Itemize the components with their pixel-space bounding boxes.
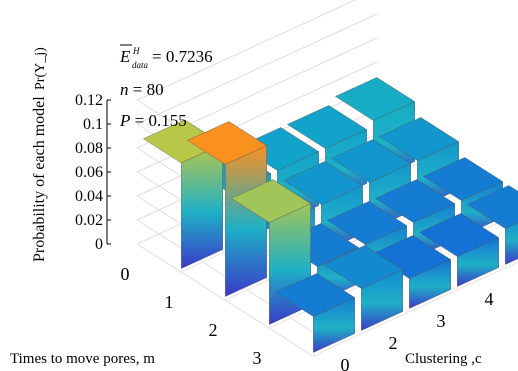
bars <box>142 77 518 353</box>
annotation-p-value: 0.155 <box>148 111 186 130</box>
bar-top-face <box>282 161 364 205</box>
svg-text:= 0.7236: = 0.7236 <box>152 47 213 66</box>
svg-text:H: H <box>132 46 140 56</box>
bar-m3-c5 <box>466 185 518 265</box>
m-tick-label: 2 <box>209 320 218 340</box>
grid-line <box>312 261 518 357</box>
annotation-energy-value: 0.7236 <box>166 47 213 66</box>
grid-line <box>136 13 378 125</box>
bar-front-face <box>181 143 223 269</box>
c-tick-label: 2 <box>389 333 398 353</box>
z-tick-label: 0.04 <box>75 188 103 205</box>
z-tick-label: 0.08 <box>75 140 103 157</box>
annotation-n-value: 80 <box>147 80 164 99</box>
bar-top-face <box>286 105 368 149</box>
bar-top-face <box>422 157 504 201</box>
z-axis-title: Probability of each model <box>31 96 48 262</box>
axes: 00.020.040.060.080.10.12012302345 <box>75 92 494 371</box>
m-tick-label: 1 <box>165 292 174 312</box>
svg-text:P = 0.155: P = 0.155 <box>119 111 187 130</box>
z-tick-label: 0.06 <box>75 164 103 181</box>
bar-top-face <box>334 77 416 121</box>
svg-text:data: data <box>132 60 149 70</box>
bar-top-face <box>330 139 412 183</box>
bar-front-face <box>225 145 267 297</box>
bar-top-face <box>274 273 356 317</box>
annotation-energy: E H data = 0.7236 <box>119 44 213 70</box>
z-tick-label: 0.02 <box>75 212 103 229</box>
x-axis-title: Times to move pores, m <box>10 351 155 367</box>
z-tick-label: 0.12 <box>75 92 103 109</box>
bar-top-face <box>374 179 456 223</box>
svg-text:E: E <box>119 47 131 66</box>
m-tick-label: 3 <box>253 348 262 368</box>
bar-top-face <box>326 201 408 245</box>
bar-m3-c2 <box>322 245 404 331</box>
bar-top-face <box>418 213 500 257</box>
m-tick-label: 0 <box>121 264 130 284</box>
c-tick-label: 0 <box>341 355 350 371</box>
bar-m3-c4 <box>418 213 500 287</box>
grid-line <box>136 0 357 101</box>
bar-top-face <box>186 121 268 165</box>
annotation-n: n = 80 <box>120 80 164 99</box>
bar-m3-c0 <box>274 273 356 353</box>
z-tick-label: 0.1 <box>83 116 103 133</box>
bar-top-face <box>378 117 460 161</box>
bar-top-face <box>466 185 518 229</box>
bar-top-face <box>230 179 312 223</box>
c-tick-label: 4 <box>485 289 494 309</box>
c-tick-label: 3 <box>437 311 446 331</box>
bar-m0-c0 <box>142 119 224 269</box>
y-axis-title: Clustering ,c <box>405 351 482 367</box>
annotation-p: P = 0.155 <box>119 111 187 130</box>
grid-line <box>136 243 314 357</box>
z-tick-label: 0 <box>95 236 103 253</box>
bar-top-face <box>322 245 404 289</box>
bar-m3-c3 <box>370 235 452 309</box>
bar-front-face <box>505 222 518 265</box>
svg-text:n = 80: n = 80 <box>120 80 164 99</box>
z-axis-symbol: Pr(Y_j) <box>33 47 48 90</box>
